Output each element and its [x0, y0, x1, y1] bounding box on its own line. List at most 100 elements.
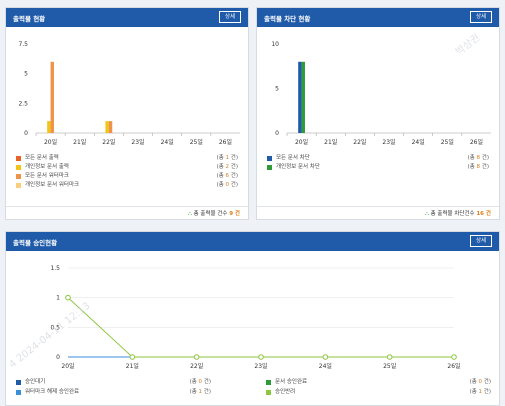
data-point — [451, 354, 457, 360]
bar — [105, 121, 109, 133]
y-tick-label: 1.5 — [50, 265, 60, 272]
output-status-header: 출력물 현황 상세 — [6, 8, 248, 27]
panel-title: 출력물 승인현황 — [13, 239, 58, 247]
data-point — [322, 354, 329, 360]
data-point — [65, 294, 71, 301]
y-tick-label: 5 — [24, 71, 28, 78]
data-point — [129, 354, 136, 360]
x-tick-label: 23일 — [382, 138, 395, 146]
y-tick-label: 0.5 — [50, 324, 60, 331]
blocked-bar-chart: 10 5 0 20일 21일 22일 23일 24일 25일 26일 — [271, 41, 491, 146]
y-tick-label: 0 — [56, 354, 60, 361]
bar — [47, 121, 51, 133]
y-tick-label: 5 — [275, 86, 279, 93]
blocked-status-header: 출력물 차단 현황 상세 — [257, 8, 499, 27]
bar — [108, 121, 113, 133]
legend-swatch-icon — [267, 165, 272, 170]
x-tick-label: 26일 — [470, 138, 483, 146]
y-tick-label: 1 — [56, 295, 60, 302]
legend-count-prefix: (총 — [216, 164, 226, 170]
footer-label: 총 출력물 차단건수 — [430, 211, 475, 217]
bar — [298, 61, 302, 133]
legend-count-value: 6 — [225, 173, 230, 179]
legend-label: 개인정보 문서 출력 — [25, 164, 69, 170]
output-status-panel: 출력물 현황 상세 7.5 5 2.5 0 20일 21일 22일 23일 24일 25일 26일 … — [5, 7, 249, 220]
legend-count-prefix: (총 — [216, 182, 226, 188]
y-tick-label: 0 — [24, 130, 28, 137]
legend-label: 모든 문서 출력 — [25, 155, 59, 161]
legend-count: (총 8 건) — [468, 163, 489, 172]
x-tick-label: 26일 — [447, 362, 460, 370]
legend-count: (총 0 건) — [470, 378, 491, 387]
legend-swatch-icon — [266, 380, 271, 385]
legend-count-suffix: 건) — [229, 182, 238, 188]
legend-count-value: 1 — [478, 389, 483, 395]
legend-count-suffix: 건) — [229, 164, 238, 170]
x-tick-label: 24일 — [319, 362, 332, 370]
legend-item: 개인정보 문서 워터마크 (총 0 건) — [16, 181, 238, 190]
legend-label: 문서 승인완료 — [275, 379, 308, 385]
legend-count-suffix: 건) — [229, 155, 238, 161]
legend-item: 모든 문서 워터마크 (총 6 건) — [16, 172, 238, 181]
legend-count-value: 0 — [478, 379, 483, 385]
legend-item: 개인정보 문서 차단 (총 8 건) — [267, 163, 489, 172]
x-tick-label: 23일 — [254, 362, 267, 370]
legend-count-suffix: 건) — [480, 155, 489, 161]
legend-count-suffix: 건) — [482, 379, 491, 385]
blocked-status-panel: 출력물 차단 현황 상세 10 5 0 20일 21일 22일 23일 24일 25일 26일 모… — [256, 7, 500, 220]
legend-count-value: 1 — [225, 155, 230, 161]
legend-item: 문서 승인완료 (총 0 건) — [266, 378, 491, 387]
legend-swatch-icon — [267, 156, 272, 161]
approval-status-header: 출력물 승인현황 상세 — [6, 232, 499, 251]
legend-count-value: 0 — [225, 182, 230, 188]
x-tick-label: 22일 — [353, 138, 366, 146]
legend-label: 승인대기 — [25, 379, 46, 385]
footer-total: 9 건 — [229, 211, 240, 217]
legend-count: (총 0 건) — [190, 378, 211, 387]
legend-count-suffix: 건) — [482, 389, 491, 395]
output-detail-button[interactable]: 상세 — [219, 11, 241, 23]
legend-count-prefix: (총 — [216, 173, 226, 179]
footer-label: 총 출력물 건수 — [193, 211, 228, 217]
bar — [301, 61, 305, 133]
x-tick-label: 20일 — [44, 138, 57, 146]
legend-count: (총 2 건) — [217, 163, 238, 172]
legend-count-suffix: 건) — [202, 379, 211, 385]
legend-label: 승인반려 — [275, 389, 296, 395]
legend-count-suffix: 건) — [480, 164, 489, 170]
x-tick-label: 22일 — [190, 362, 203, 370]
y-tick-label: 7.5 — [18, 41, 28, 48]
legend-count-prefix: (총 — [189, 389, 199, 395]
legend-label: 모든 문서 워터마크 — [25, 173, 69, 179]
approval-detail-button[interactable]: 상세 — [470, 235, 492, 247]
panel-title: 출력물 차단 현황 — [264, 15, 311, 23]
blocked-legend: 모든 문서 차단 (총 8 건) 개인정보 문서 차단 (총 8 건) — [267, 154, 489, 172]
bar — [50, 61, 54, 133]
x-tick-label: 20일 — [61, 362, 74, 370]
legend-count: (총 1 건) — [470, 388, 491, 397]
legend-count: (총 8 건) — [468, 154, 489, 163]
blocked-footer: ⛬ 총 출력물 차단건수 16 건 — [257, 206, 499, 221]
y-tick-label: 2.5 — [18, 100, 28, 107]
legend-item: 모든 문서 출력 (총 1 건) — [16, 154, 238, 163]
people-icon: ⛬ — [187, 211, 192, 217]
legend-item: 개인정보 문서 출력 (총 2 건) — [16, 163, 238, 172]
legend-item: 승인반려 (총 1 건) — [266, 388, 491, 397]
data-point — [386, 354, 393, 360]
legend-count-prefix: (총 — [216, 155, 226, 161]
blocked-detail-button[interactable]: 상세 — [470, 11, 492, 23]
legend-count: (총 0 건) — [217, 181, 238, 190]
x-tick-label: 21일 — [73, 138, 86, 146]
x-tick-label: 25일 — [383, 362, 396, 370]
legend-swatch-icon — [16, 380, 21, 385]
x-tick-label: 21일 — [324, 138, 337, 146]
legend-count-prefix: (총 — [467, 155, 477, 161]
x-tick-label: 26일 — [219, 138, 232, 146]
legend-count-prefix: (총 — [469, 379, 479, 385]
x-tick-label: 23일 — [131, 138, 144, 146]
output-bar-chart: 7.5 5 2.5 0 20일 21일 22일 23일 24일 25일 26일 — [18, 41, 240, 146]
x-tick-label: 24일 — [161, 138, 174, 146]
x-tick-label: 25일 — [190, 138, 203, 146]
people-icon: ⛬ — [425, 211, 429, 217]
